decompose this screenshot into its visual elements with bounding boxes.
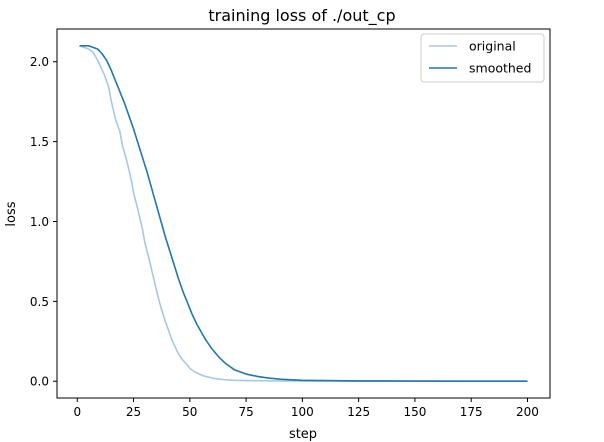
series-line-smoothed — [79, 44, 528, 382]
x-tick-label: 75 — [238, 405, 253, 419]
y-tick-label: 0.5 — [30, 295, 49, 309]
x-tick-label: 50 — [182, 405, 197, 419]
x-tick-label: 125 — [347, 405, 370, 419]
y-tick-label: 0.0 — [30, 375, 49, 389]
x-tick-label: 150 — [403, 405, 426, 419]
legend: original smoothed — [420, 33, 545, 83]
legend-label-smoothed: smoothed — [469, 61, 531, 76]
x-axis: 0 25 50 75 100 125 150 175 200 — [73, 398, 539, 419]
chart-title: training loss of ./out_cp — [208, 6, 395, 26]
series-line-original — [79, 45, 528, 383]
y-tick-label: 1.5 — [30, 135, 49, 149]
x-tick-label: 25 — [126, 405, 141, 419]
y-axis-label: loss — [4, 201, 19, 226]
axes-frame — [56, 28, 551, 399]
legend-label-original: original — [469, 39, 516, 54]
x-tick-label: 175 — [460, 405, 483, 419]
y-tick-label: 2.0 — [30, 55, 49, 69]
x-axis-label: step — [289, 427, 317, 442]
y-axis: 0.0 0.5 1.0 1.5 2.0 — [30, 55, 57, 389]
y-tick-label: 1.0 — [30, 215, 49, 229]
x-tick-label: 100 — [291, 405, 314, 419]
x-tick-label: 200 — [516, 405, 539, 419]
x-tick-label: 0 — [73, 405, 81, 419]
plot-area — [79, 44, 528, 383]
